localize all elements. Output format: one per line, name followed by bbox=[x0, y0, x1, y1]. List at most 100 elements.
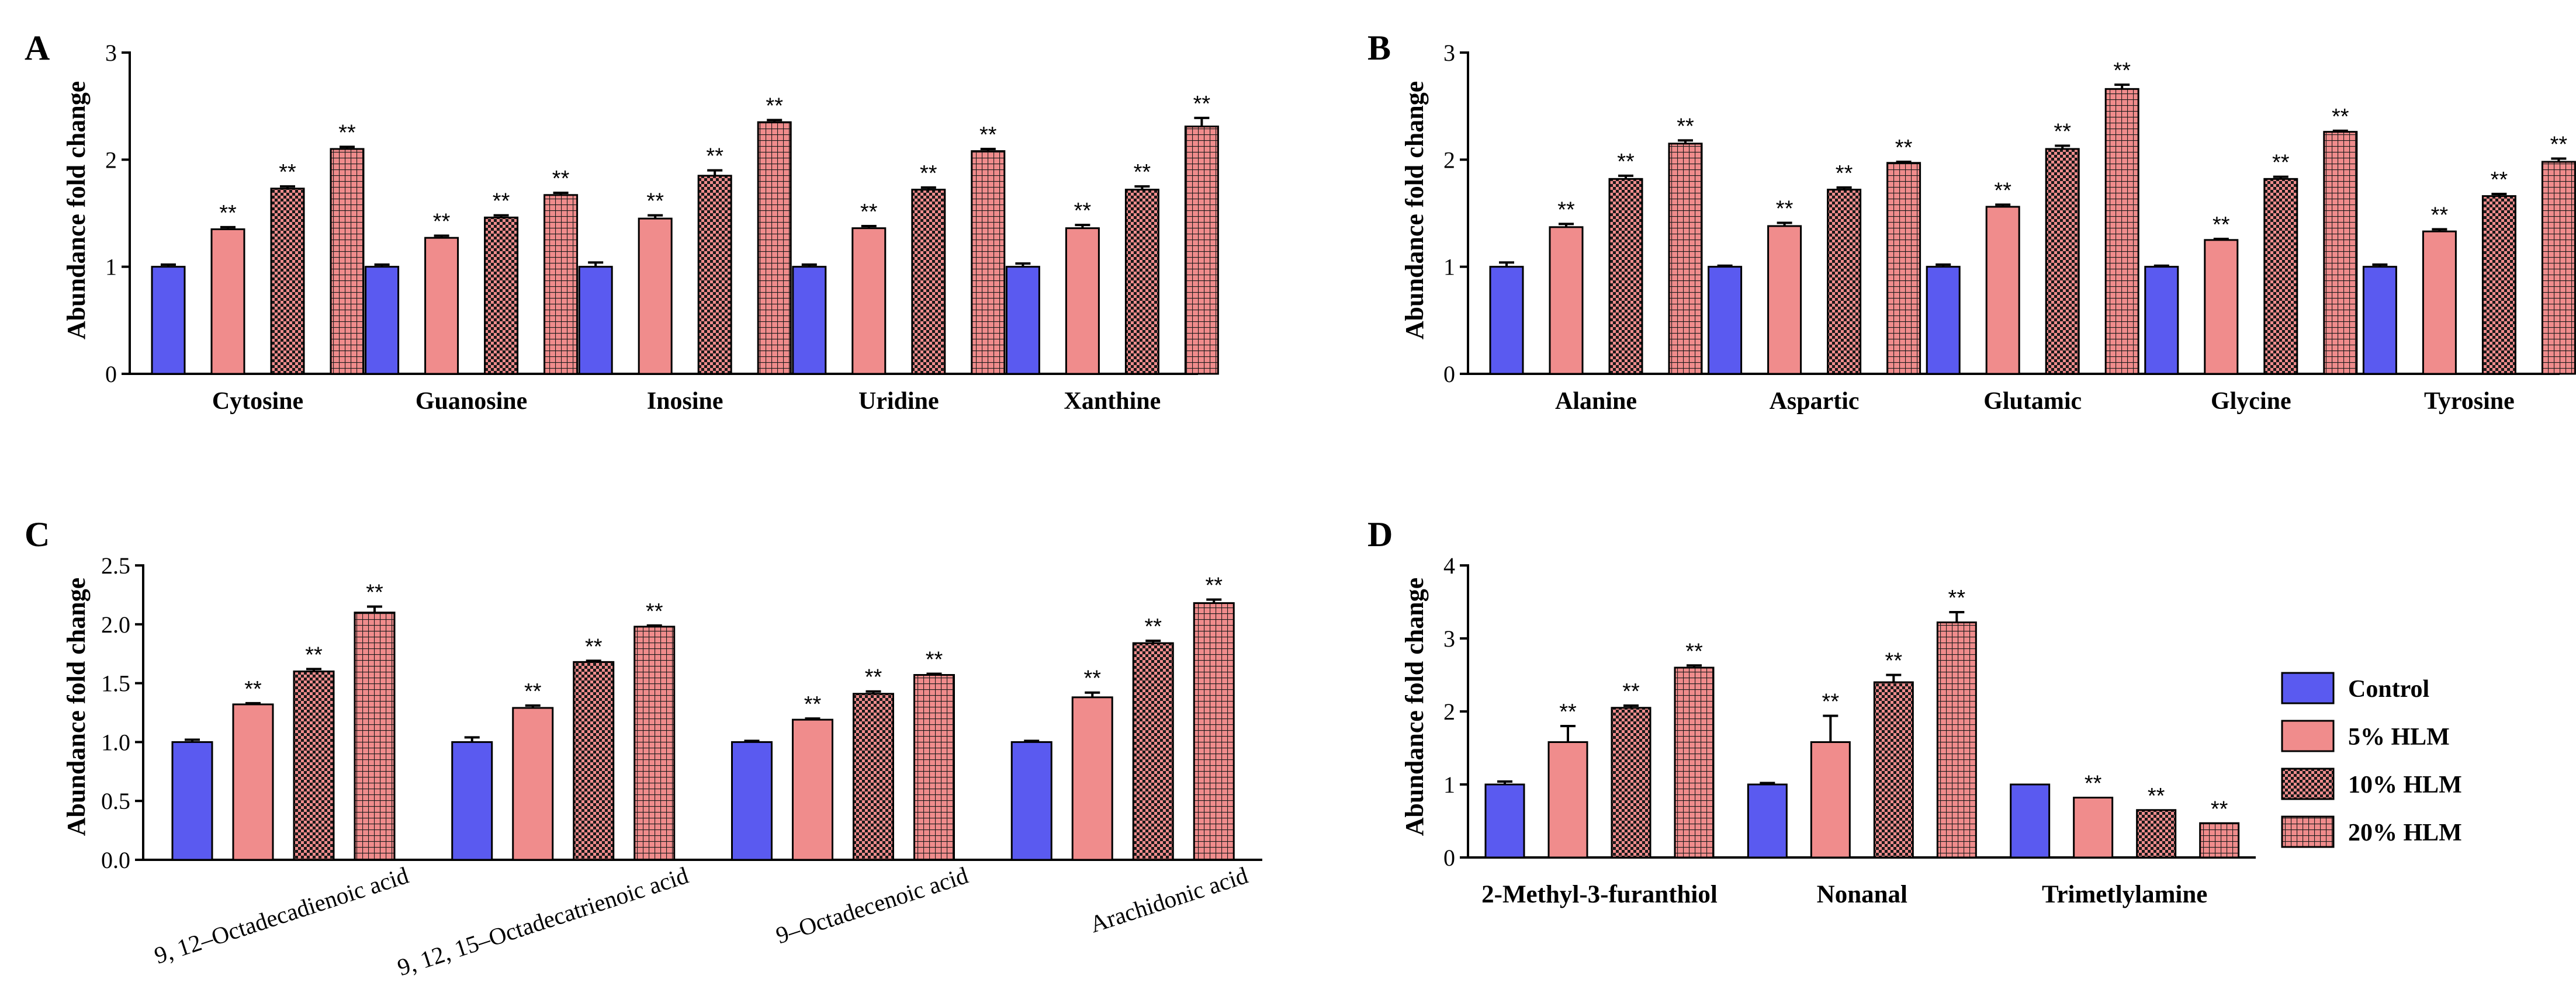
panel-d-plot: 0 1 2 3 4 ** ** ** 2-Methyl-3-furanthiol ** ** ** No… bbox=[1443, 553, 2256, 908]
panel-b-sig-label: ** bbox=[2550, 133, 2568, 157]
panel-c-errorbar bbox=[367, 605, 382, 613]
panel-a-errorbar bbox=[340, 145, 355, 149]
panel-d-errorbar bbox=[1949, 611, 1965, 623]
panel-d-bar-trimetlylamine-5-hlm bbox=[2073, 797, 2114, 859]
panel-b-bar-aspartic-20-hlm bbox=[1886, 162, 1921, 375]
panel-c-sig-label: ** bbox=[804, 692, 822, 717]
panel-b-bar-alanine-20-hlm bbox=[1668, 143, 1703, 375]
panel-d-sig-label: ** bbox=[2148, 784, 2165, 808]
panel-c-plot: 0.0 0.5 1.0 1.5 2.0 2.5 ** ** ** 9, 12–Octadecadi… bbox=[101, 553, 1262, 981]
panel-d-bar-trimetlylamine-control bbox=[2010, 783, 2051, 859]
panel-b-bar-tyrosine-control bbox=[2362, 266, 2397, 375]
panel-b-bar-glycine-10-hlm bbox=[2263, 178, 2298, 375]
panel-c-errorbar bbox=[1145, 640, 1161, 644]
panel-c-ytick-label: 1.5 bbox=[101, 671, 130, 697]
panel-c-bar-9-12-15-octadecatrienoic-acid-10-hlm bbox=[573, 661, 615, 861]
panel-a-bar-uridine-control bbox=[792, 266, 827, 375]
panel-c-bar-9-12-octadecadienoic-acid-control bbox=[171, 741, 213, 861]
panel-a-bar-cytosine-control bbox=[151, 266, 186, 375]
panel-a-errorbar bbox=[1134, 185, 1150, 190]
panel-b-letter: B bbox=[1367, 29, 1391, 67]
panel-a-errorbar bbox=[1015, 262, 1031, 267]
panel-a-ytick-label: 0 bbox=[105, 361, 117, 387]
panel-a-sig-label: ** bbox=[338, 120, 356, 145]
panel-b-ytick-label: 1 bbox=[1443, 254, 1455, 280]
panel-b-category-label: Glycine bbox=[2211, 388, 2291, 415]
panel-b-sig-label: ** bbox=[2054, 120, 2071, 144]
panel-a-bar-cytosine-5-hlm bbox=[210, 228, 245, 375]
panel-b-errorbar bbox=[2114, 84, 2130, 89]
panel-a-errorbar bbox=[707, 169, 723, 176]
panel-a-ylabel: Abundance fold change bbox=[62, 81, 91, 340]
panel-a-sig-label: ** bbox=[279, 160, 296, 185]
panel-b-bar-alanine-10-hlm bbox=[1608, 178, 1643, 375]
panel-c-ylabel: Abundance fold change bbox=[62, 578, 91, 836]
panel-b-sig-label: ** bbox=[1994, 178, 2011, 203]
panel-a-sig-label: ** bbox=[766, 94, 783, 119]
panel-c-ytick-label: 2.5 bbox=[101, 553, 130, 579]
panel-a-sig-label: ** bbox=[433, 210, 451, 234]
panel-c-sig-label: ** bbox=[366, 581, 383, 605]
panel-b-category-label: Glutamic bbox=[1983, 388, 2082, 415]
panel-b-errorbar bbox=[2153, 264, 2169, 267]
panel-a-bar-cytosine-10-hlm bbox=[270, 188, 305, 375]
panel-d-bar-nonanal-5-hlm bbox=[1810, 741, 1851, 859]
panel-c: C Abundance fold change 0.0 0.5 1.0 1.5 2.0 2… bbox=[25, 515, 1262, 981]
panel-c-bar-9-octadecenoic-acid-control bbox=[731, 741, 773, 861]
panel-c-ytick-label: 0.0 bbox=[101, 847, 130, 873]
panel-d-errorbar bbox=[1623, 704, 1639, 708]
panel-d-errorbar bbox=[1687, 664, 1702, 668]
panel-b-sig-label: ** bbox=[1677, 114, 1694, 138]
panel-b-sig-label: ** bbox=[1617, 150, 1635, 174]
panel-c-ytick-label: 2.0 bbox=[101, 612, 130, 638]
panel-c-bar-9-12-octadecadienoic-acid-20-hlm bbox=[354, 612, 396, 861]
panel-c-category-label: Arachidonic acid bbox=[1086, 862, 1251, 938]
panel-b-sig-label: ** bbox=[2332, 105, 2349, 129]
panel-d-ytick-label: 3 bbox=[1443, 626, 1455, 652]
panel-d-ytick-label: 2 bbox=[1443, 699, 1455, 725]
panel-c-errorbar bbox=[805, 717, 820, 720]
panel-c-category-label: 9, 12, 15–Octadecatrienoic acid bbox=[394, 862, 691, 981]
panel-b-errorbar bbox=[1995, 203, 2011, 207]
panel-a-ytick-label: 3 bbox=[105, 40, 117, 66]
panel-c-sig-label: ** bbox=[1144, 614, 1162, 639]
panel-c-sig-label: ** bbox=[244, 677, 262, 702]
panel-b-errorbar bbox=[1777, 221, 1792, 226]
panel-b-errorbar bbox=[1618, 174, 1633, 179]
legend-swatch-control bbox=[2281, 672, 2335, 704]
panel-a-category-label: Guanosine bbox=[416, 388, 527, 415]
panel-c-ytick-label: 0.5 bbox=[101, 788, 130, 814]
panel-b-sig-label: ** bbox=[2113, 58, 2131, 83]
panel-b-bar-alanine-5-hlm bbox=[1549, 226, 1584, 375]
panel-d-bar-2-methyl-3-furanthiol-20-hlm bbox=[1674, 666, 1715, 859]
panel-c-bar-9-12-15-octadecatrienoic-acid-5-hlm bbox=[512, 707, 554, 861]
panel-b-plot: 0 1 2 3 ** ** ** Alanine ** ** ** Aspartic ** ** ** Glu… bbox=[1443, 40, 2576, 415]
panel-a-bar-cytosine-20-hlm bbox=[330, 148, 365, 375]
panel-c-errorbar bbox=[306, 668, 321, 672]
panel-a: A Abundance fold change 0 1 2 3 ** ** ** Cytosi… bbox=[25, 29, 1219, 415]
panel-a-sig-label: ** bbox=[920, 161, 937, 186]
panel-d-ylabel: Abundance fold change bbox=[1400, 578, 1429, 836]
legend-label-10-hlm: 10% HLM bbox=[2348, 772, 2462, 798]
panel-d-sig-label: ** bbox=[2211, 797, 2228, 821]
panel-b-ytick-label: 3 bbox=[1443, 40, 1455, 66]
panel-c-bar-arachidonic-acid-control bbox=[1010, 741, 1052, 861]
panel-a-errorbar bbox=[220, 225, 236, 230]
panel-c-sig-label: ** bbox=[1205, 573, 1223, 598]
panel-a-bar-uridine-10-hlm bbox=[911, 189, 946, 375]
panel-a-bar-uridine-20-hlm bbox=[971, 150, 1006, 375]
panel-b: B Abundance fold change 0 1 2 3 ** ** ** Alanin… bbox=[1367, 29, 2576, 415]
panel-b-sig-label: ** bbox=[2431, 203, 2449, 228]
panel-a-bar-xanthine-10-hlm bbox=[1124, 189, 1159, 375]
panel-d-category-label: Nonanal bbox=[1817, 881, 1907, 908]
panel-b-sig-label: ** bbox=[1836, 161, 1853, 186]
panel-c-category-label: 9–Octadecenoic acid bbox=[773, 862, 971, 949]
panel-b-bar-tyrosine-10-hlm bbox=[2481, 195, 2516, 375]
panel-d-errorbar bbox=[1823, 714, 1838, 742]
panel-d-ytick-label: 4 bbox=[1443, 553, 1455, 579]
panel-a-ytick-label: 1 bbox=[105, 254, 117, 280]
panel-d-bar-2-methyl-3-furanthiol-control bbox=[1484, 783, 1525, 859]
panel-a-category-label: Inosine bbox=[647, 388, 723, 415]
panel-c-errorbar bbox=[744, 739, 760, 742]
